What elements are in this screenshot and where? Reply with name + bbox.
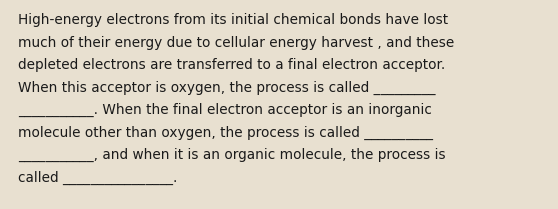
- Text: When this acceptor is oxygen, the process is called _________: When this acceptor is oxygen, the proces…: [18, 80, 435, 95]
- Text: ___________. When the final electron acceptor is an inorganic: ___________. When the final electron acc…: [18, 103, 432, 117]
- Text: High-energy electrons from its initial chemical bonds have lost: High-energy electrons from its initial c…: [18, 13, 448, 27]
- Text: much of their energy due to cellular energy harvest , and these: much of their energy due to cellular ene…: [18, 36, 454, 50]
- Text: molecule other than oxygen, the process is called __________: molecule other than oxygen, the process …: [18, 125, 433, 140]
- Text: ___________, and when it is an organic molecule, the process is: ___________, and when it is an organic m…: [18, 148, 446, 162]
- Text: called ________________.: called ________________.: [18, 171, 177, 185]
- Text: depleted electrons are transferred to a final electron acceptor.: depleted electrons are transferred to a …: [18, 58, 445, 72]
